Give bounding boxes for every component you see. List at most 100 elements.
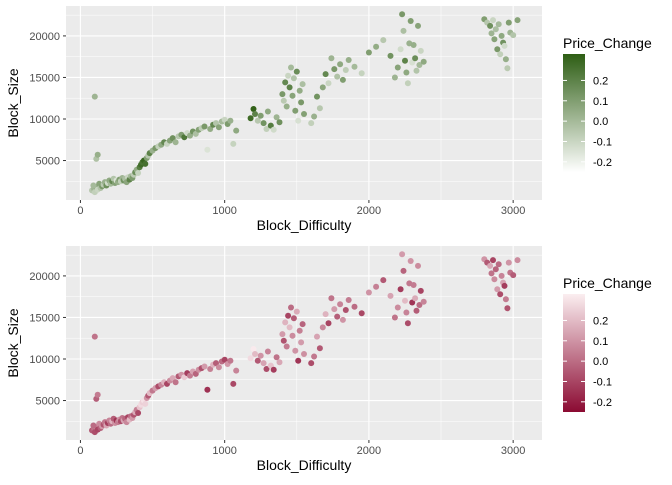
data-point	[295, 357, 302, 364]
data-point	[273, 114, 280, 121]
data-point	[328, 55, 335, 62]
data-point	[279, 91, 286, 98]
data-point	[410, 42, 417, 48]
gridlines	[66, 6, 542, 200]
data-point	[412, 55, 419, 62]
colorbar-label: 0.0	[593, 116, 608, 128]
data-point	[169, 375, 176, 382]
data-point	[501, 282, 508, 289]
x-axis: 0 1000 2000 3000	[77, 440, 525, 457]
data-point	[399, 11, 406, 18]
data-point	[342, 67, 349, 73]
data-point	[308, 120, 315, 127]
color-legend: Price_Change 0.2 0.1 0.0 -0.1 -0.2	[563, 35, 652, 172]
data-point	[94, 391, 101, 398]
data-point	[142, 400, 149, 407]
data-point	[301, 111, 307, 117]
x-tick-label: 3000	[501, 445, 525, 457]
data-point	[400, 27, 407, 34]
data-point	[201, 123, 208, 130]
colorbar-label: -0.2	[593, 157, 612, 169]
data-point	[282, 319, 289, 326]
data-point	[172, 139, 179, 146]
colorbar-label: 0.1	[593, 336, 608, 348]
data-point	[230, 140, 237, 147]
data-point	[286, 84, 293, 91]
data-point	[213, 120, 219, 127]
color-legend: Price_Change 0.2 0.1 0.0 -0.1 -0.2	[563, 275, 652, 412]
data-point	[282, 79, 289, 86]
data-point	[397, 46, 404, 53]
data-point	[267, 362, 274, 369]
data-point	[280, 337, 287, 344]
data-point	[504, 65, 511, 72]
colorbar-ticks: 0.2 0.1 0.0 -0.1 -0.2	[563, 315, 612, 409]
data-point	[319, 84, 326, 91]
data-point	[504, 305, 511, 312]
data-point	[207, 366, 214, 372]
data-point	[491, 36, 498, 43]
data-point	[264, 348, 271, 355]
data-point	[260, 360, 267, 367]
data-point	[204, 146, 211, 153]
data-point	[233, 367, 240, 374]
data-point	[233, 127, 240, 134]
data-point	[227, 117, 234, 124]
data-point	[279, 331, 286, 338]
x-tick-label: 0	[77, 445, 83, 457]
y-axis: 5000 10000 15000 20000	[29, 31, 66, 168]
data-point	[501, 42, 508, 49]
data-point	[290, 315, 297, 322]
data-point	[252, 351, 258, 357]
data-point	[490, 257, 496, 264]
data-point	[488, 270, 495, 277]
data-point	[288, 304, 294, 311]
data-point	[135, 170, 142, 176]
y-axis: 5000 10000 15000 20000	[29, 271, 66, 408]
data-point	[403, 309, 410, 316]
data-point	[204, 386, 211, 393]
data-point	[280, 97, 287, 104]
data-point	[342, 307, 349, 313]
chart-panel-bottom: 0 1000 2000 3000 5000 10000 15000 20000 Block_…	[5, 246, 652, 473]
data-point	[420, 298, 427, 305]
data-point	[402, 297, 408, 304]
data-point	[505, 259, 512, 266]
data-point	[487, 22, 494, 29]
data-point	[252, 111, 258, 117]
data-point	[404, 320, 411, 327]
data-point	[257, 352, 264, 359]
data-point	[213, 360, 219, 367]
data-point	[311, 353, 318, 360]
x-tick-label: 2000	[357, 205, 381, 217]
data-point	[505, 19, 512, 26]
data-point	[415, 22, 421, 29]
colorbar-label: 0.1	[593, 96, 608, 108]
data-point	[365, 289, 372, 296]
data-point	[142, 160, 149, 167]
data-point	[293, 308, 300, 315]
data-point	[399, 251, 406, 258]
point-layer	[89, 251, 521, 436]
x-tick-label: 1000	[212, 205, 236, 217]
data-point	[394, 304, 401, 311]
data-point	[409, 299, 416, 306]
data-point	[201, 363, 208, 370]
data-point	[247, 115, 254, 122]
data-point	[295, 117, 302, 124]
data-point	[498, 32, 505, 39]
data-point	[285, 72, 292, 79]
data-point	[91, 333, 98, 340]
data-point	[351, 63, 358, 70]
data-point	[290, 75, 297, 82]
data-point	[215, 124, 222, 131]
data-point	[325, 80, 332, 87]
data-point	[276, 119, 283, 126]
data-point	[286, 324, 293, 331]
data-point	[413, 307, 420, 314]
chart-panel-top: 0 1000 2000 3000 5000 10000 15000 20000 Block_…	[5, 6, 652, 233]
data-point	[293, 68, 300, 75]
colorbar-label: -0.1	[593, 376, 612, 388]
data-point	[181, 134, 188, 141]
data-point	[319, 324, 326, 331]
